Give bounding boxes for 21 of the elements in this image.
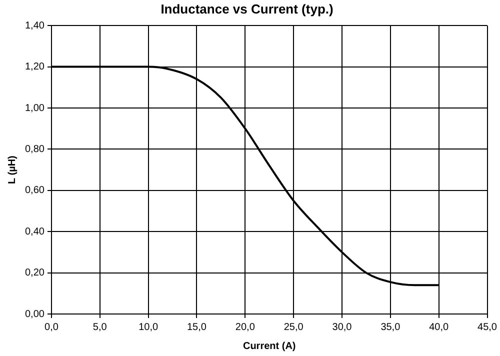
- y-tick-label: 0,00: [24, 308, 45, 320]
- y-tick-label: 0,80: [24, 144, 45, 155]
- x-axis-title: Current (A): [242, 340, 296, 352]
- y-tick-label: 0,20: [24, 268, 45, 279]
- y-tick-label: 0,40: [24, 226, 45, 238]
- x-tick-label: 20,0: [235, 322, 256, 333]
- y-tick-label: 0,60: [24, 185, 45, 196]
- chart-title: Inductance vs Current (typ.): [160, 1, 334, 16]
- x-tick-label: 10,0: [138, 322, 158, 333]
- x-tick-label: 5,0: [92, 322, 108, 333]
- x-tick-label: 15,0: [186, 322, 207, 333]
- x-tick-label: 35,0: [380, 322, 401, 333]
- x-tick-label: 0,0: [44, 322, 59, 333]
- y-tick-label: 1,40: [24, 20, 45, 32]
- x-tick-label: 25,0: [284, 322, 304, 333]
- x-tick-label: 30,0: [332, 322, 352, 333]
- y-tick-label: 1,20: [24, 62, 45, 73]
- x-tick-label: 45,0: [478, 322, 498, 333]
- y-axis-title: L (µH): [6, 156, 18, 184]
- x-tick-label: 40,0: [429, 322, 450, 333]
- y-tick-label: 1,00: [24, 102, 45, 114]
